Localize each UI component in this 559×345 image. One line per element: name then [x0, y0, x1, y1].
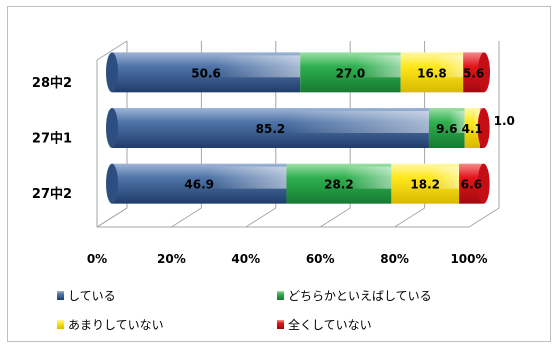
bar-sheen [473, 111, 480, 133]
bar-start-cap [106, 108, 118, 148]
bar-sheen [207, 166, 287, 189]
bar-segment [463, 52, 490, 93]
x-tick-label: 20% [157, 252, 186, 266]
legend-swatch [277, 320, 284, 329]
x-tick-label: 100% [450, 252, 487, 266]
bar-sheen [286, 111, 429, 133]
bar-segment [300, 52, 401, 93]
bar-segment [112, 108, 429, 148]
legend-item: している [57, 289, 116, 303]
bar-sheen [215, 55, 301, 78]
data-label: 1.0 [494, 114, 515, 128]
bar-segment [464, 108, 480, 148]
category-label: 27中1 [32, 131, 72, 147]
legend-label: している [68, 289, 116, 303]
bar-segment [112, 163, 287, 204]
legend-item: あまりしていない [57, 318, 164, 332]
legend-swatch [57, 320, 64, 329]
category-label: 28中2 [32, 75, 72, 91]
data-label: 18.2 [410, 178, 440, 192]
floor-gridline [468, 207, 500, 228]
top-edge [96, 40, 128, 61]
legend-item: どちらかといえばしている [277, 289, 432, 303]
x-tick-label: 40% [231, 252, 260, 266]
bar-segment [112, 52, 301, 93]
bar-segment [459, 163, 490, 204]
bar-layer [106, 52, 490, 204]
data-label: 46.9 [184, 178, 214, 192]
category-label: 27中2 [32, 186, 72, 202]
floor-gridline [245, 207, 277, 228]
bar-segment [391, 163, 460, 204]
bar-body [463, 52, 484, 93]
legend-swatch [277, 291, 284, 300]
bar-sheen [435, 55, 464, 78]
bar-start-cap [106, 52, 118, 93]
legend-swatch [57, 291, 64, 300]
legend-label: あまりしていない [68, 318, 164, 332]
bar-end-cap [477, 163, 490, 204]
data-label: 27.0 [336, 66, 366, 80]
bar-segment [400, 52, 464, 93]
bar-sheen [448, 111, 465, 133]
data-label: 16.8 [417, 66, 447, 80]
data-label: 85.2 [256, 122, 286, 136]
bar-start-cap [106, 163, 118, 204]
data-label: 28.2 [324, 178, 354, 192]
bar-end-cap [478, 52, 490, 93]
bar-segment [428, 108, 465, 148]
floor-gridline [96, 207, 128, 228]
floor-gridline [319, 207, 351, 228]
data-label: 50.6 [191, 66, 221, 80]
bar-sheen [344, 166, 392, 189]
bar-segment [286, 163, 392, 204]
label-layer: 0% 20% 40% 60% 80% 100% 28中2 50.6 27.0 16.8 5.6 27中… [32, 66, 515, 266]
data-label: 4.1 [462, 122, 483, 136]
bar-sheen [428, 166, 460, 189]
x-tick-label: 60% [306, 252, 335, 266]
legend-label: 全くしていない [288, 317, 372, 332]
bar-sheen [355, 55, 401, 78]
floor-gridline [171, 207, 202, 228]
data-label: 6.6 [461, 178, 482, 192]
data-label: 5.6 [463, 66, 484, 80]
data-label: 9.6 [436, 122, 457, 136]
floor-gridline [394, 207, 425, 228]
bar-segment [477, 108, 490, 148]
x-tick-label: 0% [87, 252, 107, 266]
legend-label: どちらかといえばしている [288, 289, 432, 303]
bar-end-cap [477, 108, 490, 148]
legend-item: 全くしていない [277, 317, 372, 332]
x-tick-label: 80% [380, 252, 409, 266]
